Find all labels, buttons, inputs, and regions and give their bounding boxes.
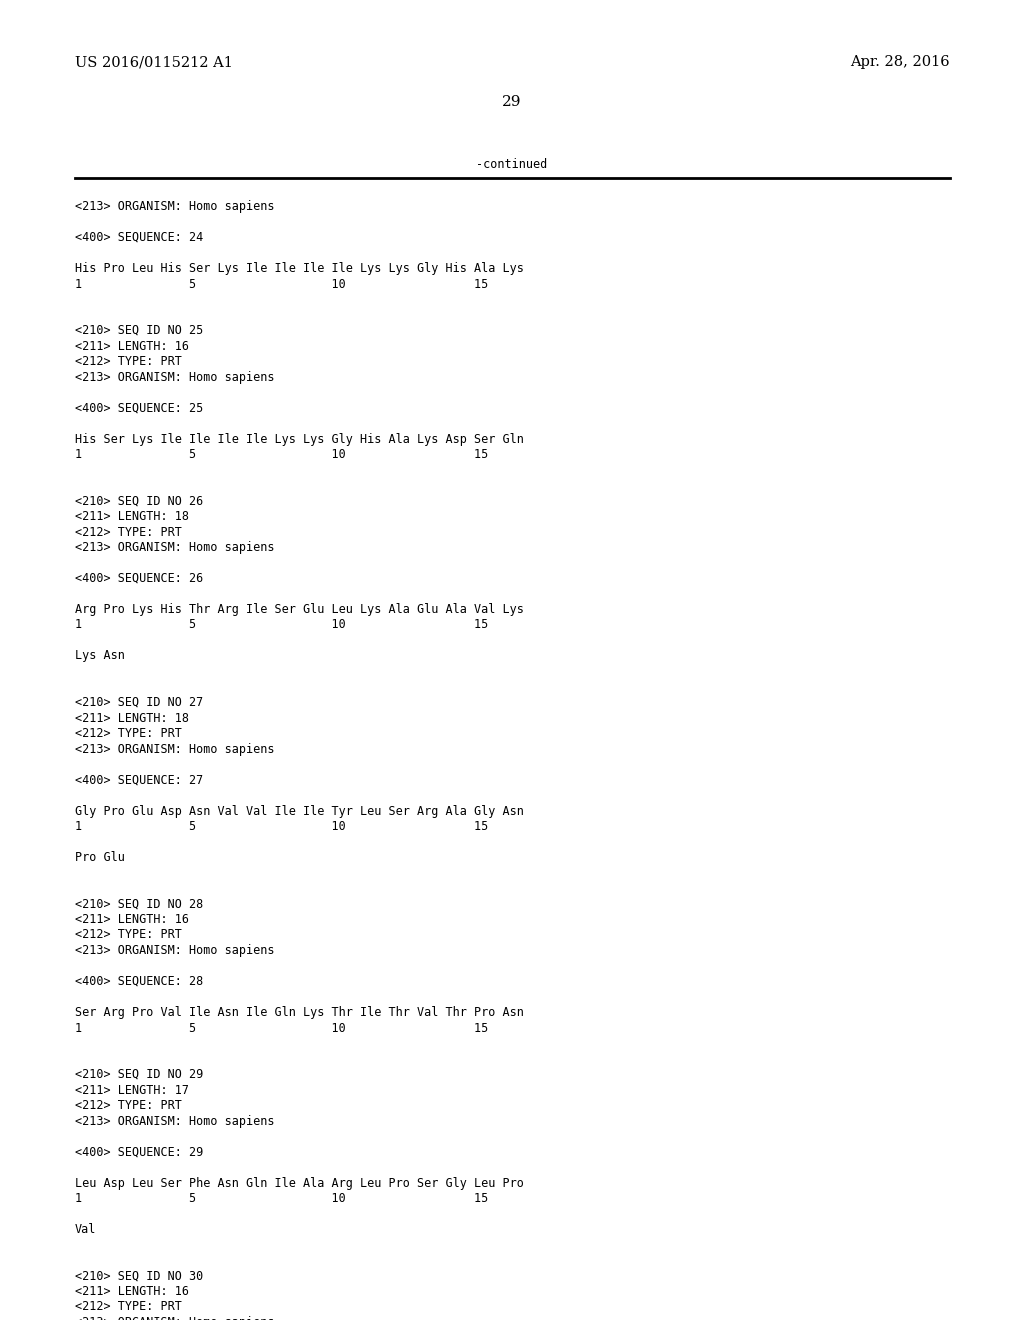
Text: 1               5                   10                  15: 1 5 10 15: [75, 1192, 488, 1205]
Text: <213> ORGANISM: Homo sapiens: <213> ORGANISM: Homo sapiens: [75, 1316, 274, 1320]
Text: His Pro Leu His Ser Lys Ile Ile Ile Ile Lys Lys Gly His Ala Lys: His Pro Leu His Ser Lys Ile Ile Ile Ile …: [75, 261, 524, 275]
Text: <212> TYPE: PRT: <212> TYPE: PRT: [75, 928, 182, 941]
Text: 1               5                   10                  15: 1 5 10 15: [75, 619, 488, 631]
Text: <400> SEQUENCE: 24: <400> SEQUENCE: 24: [75, 231, 203, 244]
Text: <400> SEQUENCE: 29: <400> SEQUENCE: 29: [75, 1146, 203, 1159]
Text: <213> ORGANISM: Homo sapiens: <213> ORGANISM: Homo sapiens: [75, 742, 274, 755]
Text: 1               5                   10                  15: 1 5 10 15: [75, 447, 488, 461]
Text: <211> LENGTH: 16: <211> LENGTH: 16: [75, 913, 189, 927]
Text: Apr. 28, 2016: Apr. 28, 2016: [850, 55, 950, 69]
Text: <210> SEQ ID NO 26: <210> SEQ ID NO 26: [75, 495, 203, 507]
Text: <213> ORGANISM: Homo sapiens: <213> ORGANISM: Homo sapiens: [75, 541, 274, 554]
Text: <211> LENGTH: 16: <211> LENGTH: 16: [75, 339, 189, 352]
Text: <400> SEQUENCE: 28: <400> SEQUENCE: 28: [75, 975, 203, 987]
Text: 29: 29: [502, 95, 522, 110]
Text: <213> ORGANISM: Homo sapiens: <213> ORGANISM: Homo sapiens: [75, 944, 274, 957]
Text: <400> SEQUENCE: 27: <400> SEQUENCE: 27: [75, 774, 203, 787]
Text: <400> SEQUENCE: 26: <400> SEQUENCE: 26: [75, 572, 203, 585]
Text: <211> LENGTH: 17: <211> LENGTH: 17: [75, 1084, 189, 1097]
Text: <210> SEQ ID NO 30: <210> SEQ ID NO 30: [75, 1270, 203, 1283]
Text: 1               5                   10                  15: 1 5 10 15: [75, 277, 488, 290]
Text: <400> SEQUENCE: 25: <400> SEQUENCE: 25: [75, 401, 203, 414]
Text: 1               5                   10                  15: 1 5 10 15: [75, 820, 488, 833]
Text: <210> SEQ ID NO 28: <210> SEQ ID NO 28: [75, 898, 203, 911]
Text: <212> TYPE: PRT: <212> TYPE: PRT: [75, 1300, 182, 1313]
Text: Arg Pro Lys His Thr Arg Ile Ser Glu Leu Lys Ala Glu Ala Val Lys: Arg Pro Lys His Thr Arg Ile Ser Glu Leu …: [75, 603, 524, 616]
Text: Val: Val: [75, 1224, 96, 1236]
Text: <210> SEQ ID NO 29: <210> SEQ ID NO 29: [75, 1068, 203, 1081]
Text: <210> SEQ ID NO 27: <210> SEQ ID NO 27: [75, 696, 203, 709]
Text: <212> TYPE: PRT: <212> TYPE: PRT: [75, 727, 182, 741]
Text: Lys Asn: Lys Asn: [75, 649, 125, 663]
Text: <211> LENGTH: 16: <211> LENGTH: 16: [75, 1284, 189, 1298]
Text: <213> ORGANISM: Homo sapiens: <213> ORGANISM: Homo sapiens: [75, 1114, 274, 1127]
Text: <211> LENGTH: 18: <211> LENGTH: 18: [75, 711, 189, 725]
Text: <212> TYPE: PRT: <212> TYPE: PRT: [75, 1100, 182, 1111]
Text: His Ser Lys Ile Ile Ile Ile Lys Lys Gly His Ala Lys Asp Ser Gln: His Ser Lys Ile Ile Ile Ile Lys Lys Gly …: [75, 433, 524, 446]
Text: <212> TYPE: PRT: <212> TYPE: PRT: [75, 355, 182, 368]
Text: <210> SEQ ID NO 25: <210> SEQ ID NO 25: [75, 323, 203, 337]
Text: Ser Arg Pro Val Ile Asn Ile Gln Lys Thr Ile Thr Val Thr Pro Asn: Ser Arg Pro Val Ile Asn Ile Gln Lys Thr …: [75, 1006, 524, 1019]
Text: <213> ORGANISM: Homo sapiens: <213> ORGANISM: Homo sapiens: [75, 201, 274, 213]
Text: Pro Glu: Pro Glu: [75, 851, 125, 865]
Text: US 2016/0115212 A1: US 2016/0115212 A1: [75, 55, 232, 69]
Text: Leu Asp Leu Ser Phe Asn Gln Ile Ala Arg Leu Pro Ser Gly Leu Pro: Leu Asp Leu Ser Phe Asn Gln Ile Ala Arg …: [75, 1176, 524, 1189]
Text: <212> TYPE: PRT: <212> TYPE: PRT: [75, 525, 182, 539]
Text: Gly Pro Glu Asp Asn Val Val Ile Ile Tyr Leu Ser Arg Ala Gly Asn: Gly Pro Glu Asp Asn Val Val Ile Ile Tyr …: [75, 804, 524, 817]
Text: -continued: -continued: [476, 158, 548, 172]
Text: <211> LENGTH: 18: <211> LENGTH: 18: [75, 510, 189, 523]
Text: 1               5                   10                  15: 1 5 10 15: [75, 1022, 488, 1035]
Text: <213> ORGANISM: Homo sapiens: <213> ORGANISM: Homo sapiens: [75, 371, 274, 384]
